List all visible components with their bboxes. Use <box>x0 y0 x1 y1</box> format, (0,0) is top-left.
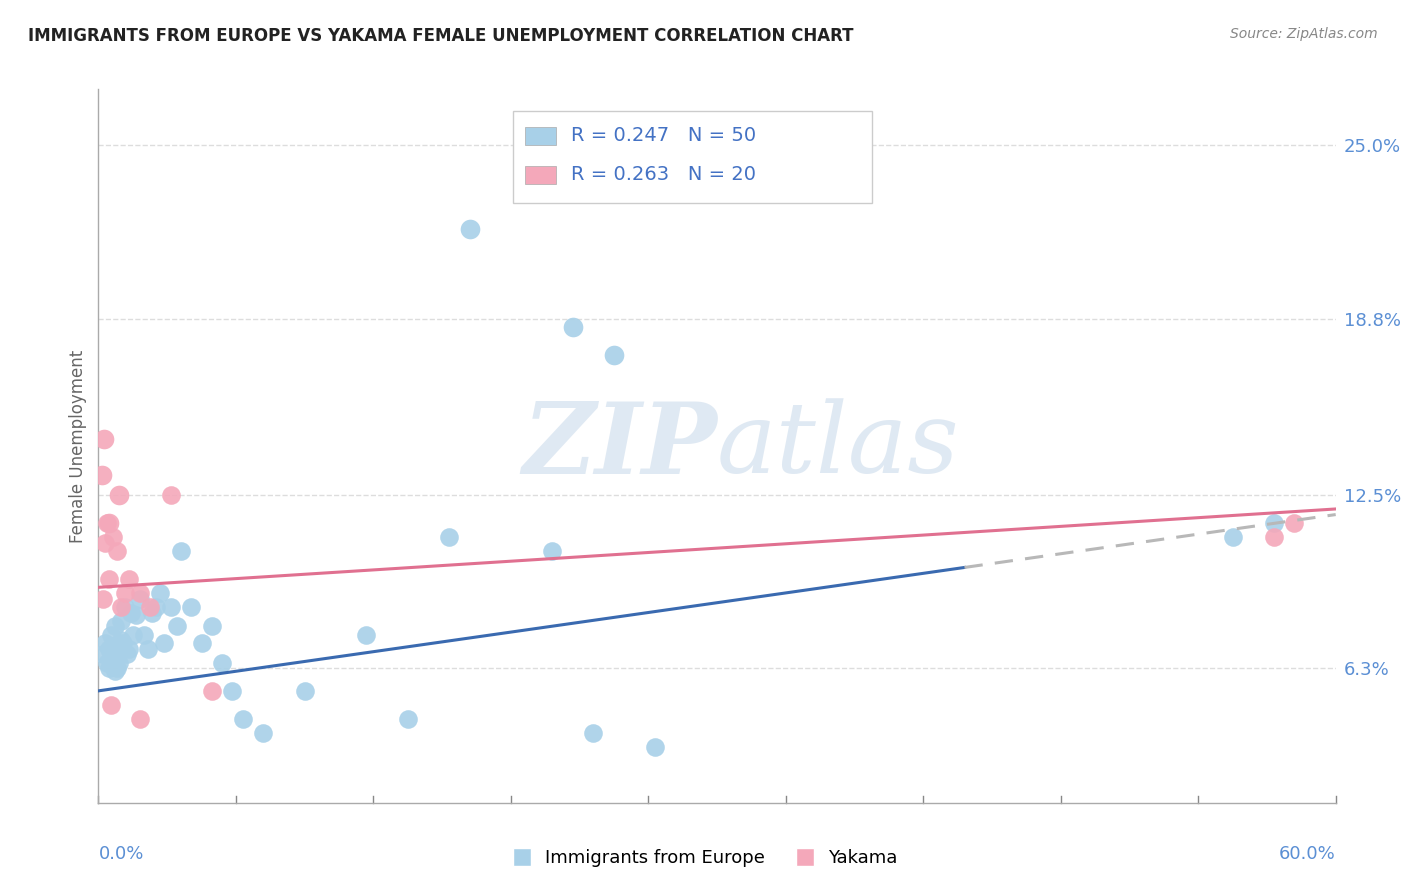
Point <box>114 599 136 614</box>
Point <box>170 544 193 558</box>
Point <box>644 739 666 754</box>
Point <box>128 591 150 606</box>
Point <box>294 684 316 698</box>
FancyBboxPatch shape <box>513 111 872 203</box>
Point <box>100 645 122 659</box>
FancyBboxPatch shape <box>526 166 557 184</box>
Point <box>101 639 124 653</box>
Point <box>201 619 224 633</box>
Text: R = 0.247   N = 50: R = 0.247 N = 50 <box>571 126 756 145</box>
Point <box>118 641 141 656</box>
Point <box>122 628 145 642</box>
Point <box>90 468 112 483</box>
Point <box>211 656 233 670</box>
Point <box>356 628 378 642</box>
Point <box>166 619 188 633</box>
Text: ZIP: ZIP <box>522 398 717 494</box>
Point <box>1263 530 1285 544</box>
Point <box>159 488 181 502</box>
Point <box>201 684 224 698</box>
Point <box>1263 516 1285 530</box>
Point <box>97 516 120 530</box>
Text: Source: ZipAtlas.com: Source: ZipAtlas.com <box>1230 27 1378 41</box>
Point <box>128 712 150 726</box>
Point <box>541 544 564 558</box>
Point <box>100 698 122 712</box>
Point <box>159 599 181 614</box>
Point <box>105 650 128 665</box>
Point <box>232 712 254 726</box>
Point <box>139 599 162 614</box>
Point <box>458 222 481 236</box>
Point <box>91 591 114 606</box>
Point <box>141 606 163 620</box>
Point <box>93 535 115 549</box>
Point <box>1222 530 1244 544</box>
Point <box>149 586 172 600</box>
Point <box>128 586 150 600</box>
Point <box>93 636 115 650</box>
Point <box>96 656 118 670</box>
Legend: Immigrants from Europe, Yakama: Immigrants from Europe, Yakama <box>502 842 904 874</box>
Point <box>190 636 212 650</box>
Point <box>110 599 132 614</box>
Point <box>110 614 132 628</box>
Point <box>97 641 120 656</box>
Point <box>97 572 120 586</box>
Point <box>101 658 124 673</box>
Point <box>105 661 128 675</box>
Point <box>110 633 132 648</box>
Text: IMMIGRANTS FROM EUROPE VS YAKAMA FEMALE UNEMPLOYMENT CORRELATION CHART: IMMIGRANTS FROM EUROPE VS YAKAMA FEMALE … <box>28 27 853 45</box>
Y-axis label: Female Unemployment: Female Unemployment <box>69 350 87 542</box>
Point <box>221 684 243 698</box>
Point <box>108 641 131 656</box>
Point <box>104 665 127 679</box>
Point <box>132 628 155 642</box>
Point <box>396 712 419 726</box>
Point <box>96 516 118 530</box>
Point <box>100 628 122 642</box>
Point <box>105 544 128 558</box>
Text: 60.0%: 60.0% <box>1279 845 1336 863</box>
Point <box>1284 516 1306 530</box>
FancyBboxPatch shape <box>526 127 557 145</box>
Point <box>252 726 274 740</box>
Point <box>112 636 135 650</box>
Point <box>603 348 626 362</box>
Point <box>101 530 124 544</box>
Point <box>104 619 127 633</box>
Point <box>582 726 605 740</box>
Point <box>97 661 120 675</box>
Point <box>136 641 159 656</box>
Point <box>114 586 136 600</box>
Point <box>118 572 141 586</box>
Text: atlas: atlas <box>717 399 960 493</box>
Point <box>145 599 167 614</box>
Point <box>91 648 114 662</box>
Point <box>108 488 131 502</box>
Point <box>93 432 115 446</box>
Point <box>120 606 142 620</box>
Point <box>124 608 146 623</box>
Text: 0.0%: 0.0% <box>98 845 143 863</box>
Point <box>561 320 583 334</box>
Point <box>108 656 131 670</box>
Point <box>180 599 202 614</box>
Text: R = 0.263   N = 20: R = 0.263 N = 20 <box>571 165 756 185</box>
Point <box>153 636 176 650</box>
Point <box>437 530 460 544</box>
Point <box>117 648 139 662</box>
